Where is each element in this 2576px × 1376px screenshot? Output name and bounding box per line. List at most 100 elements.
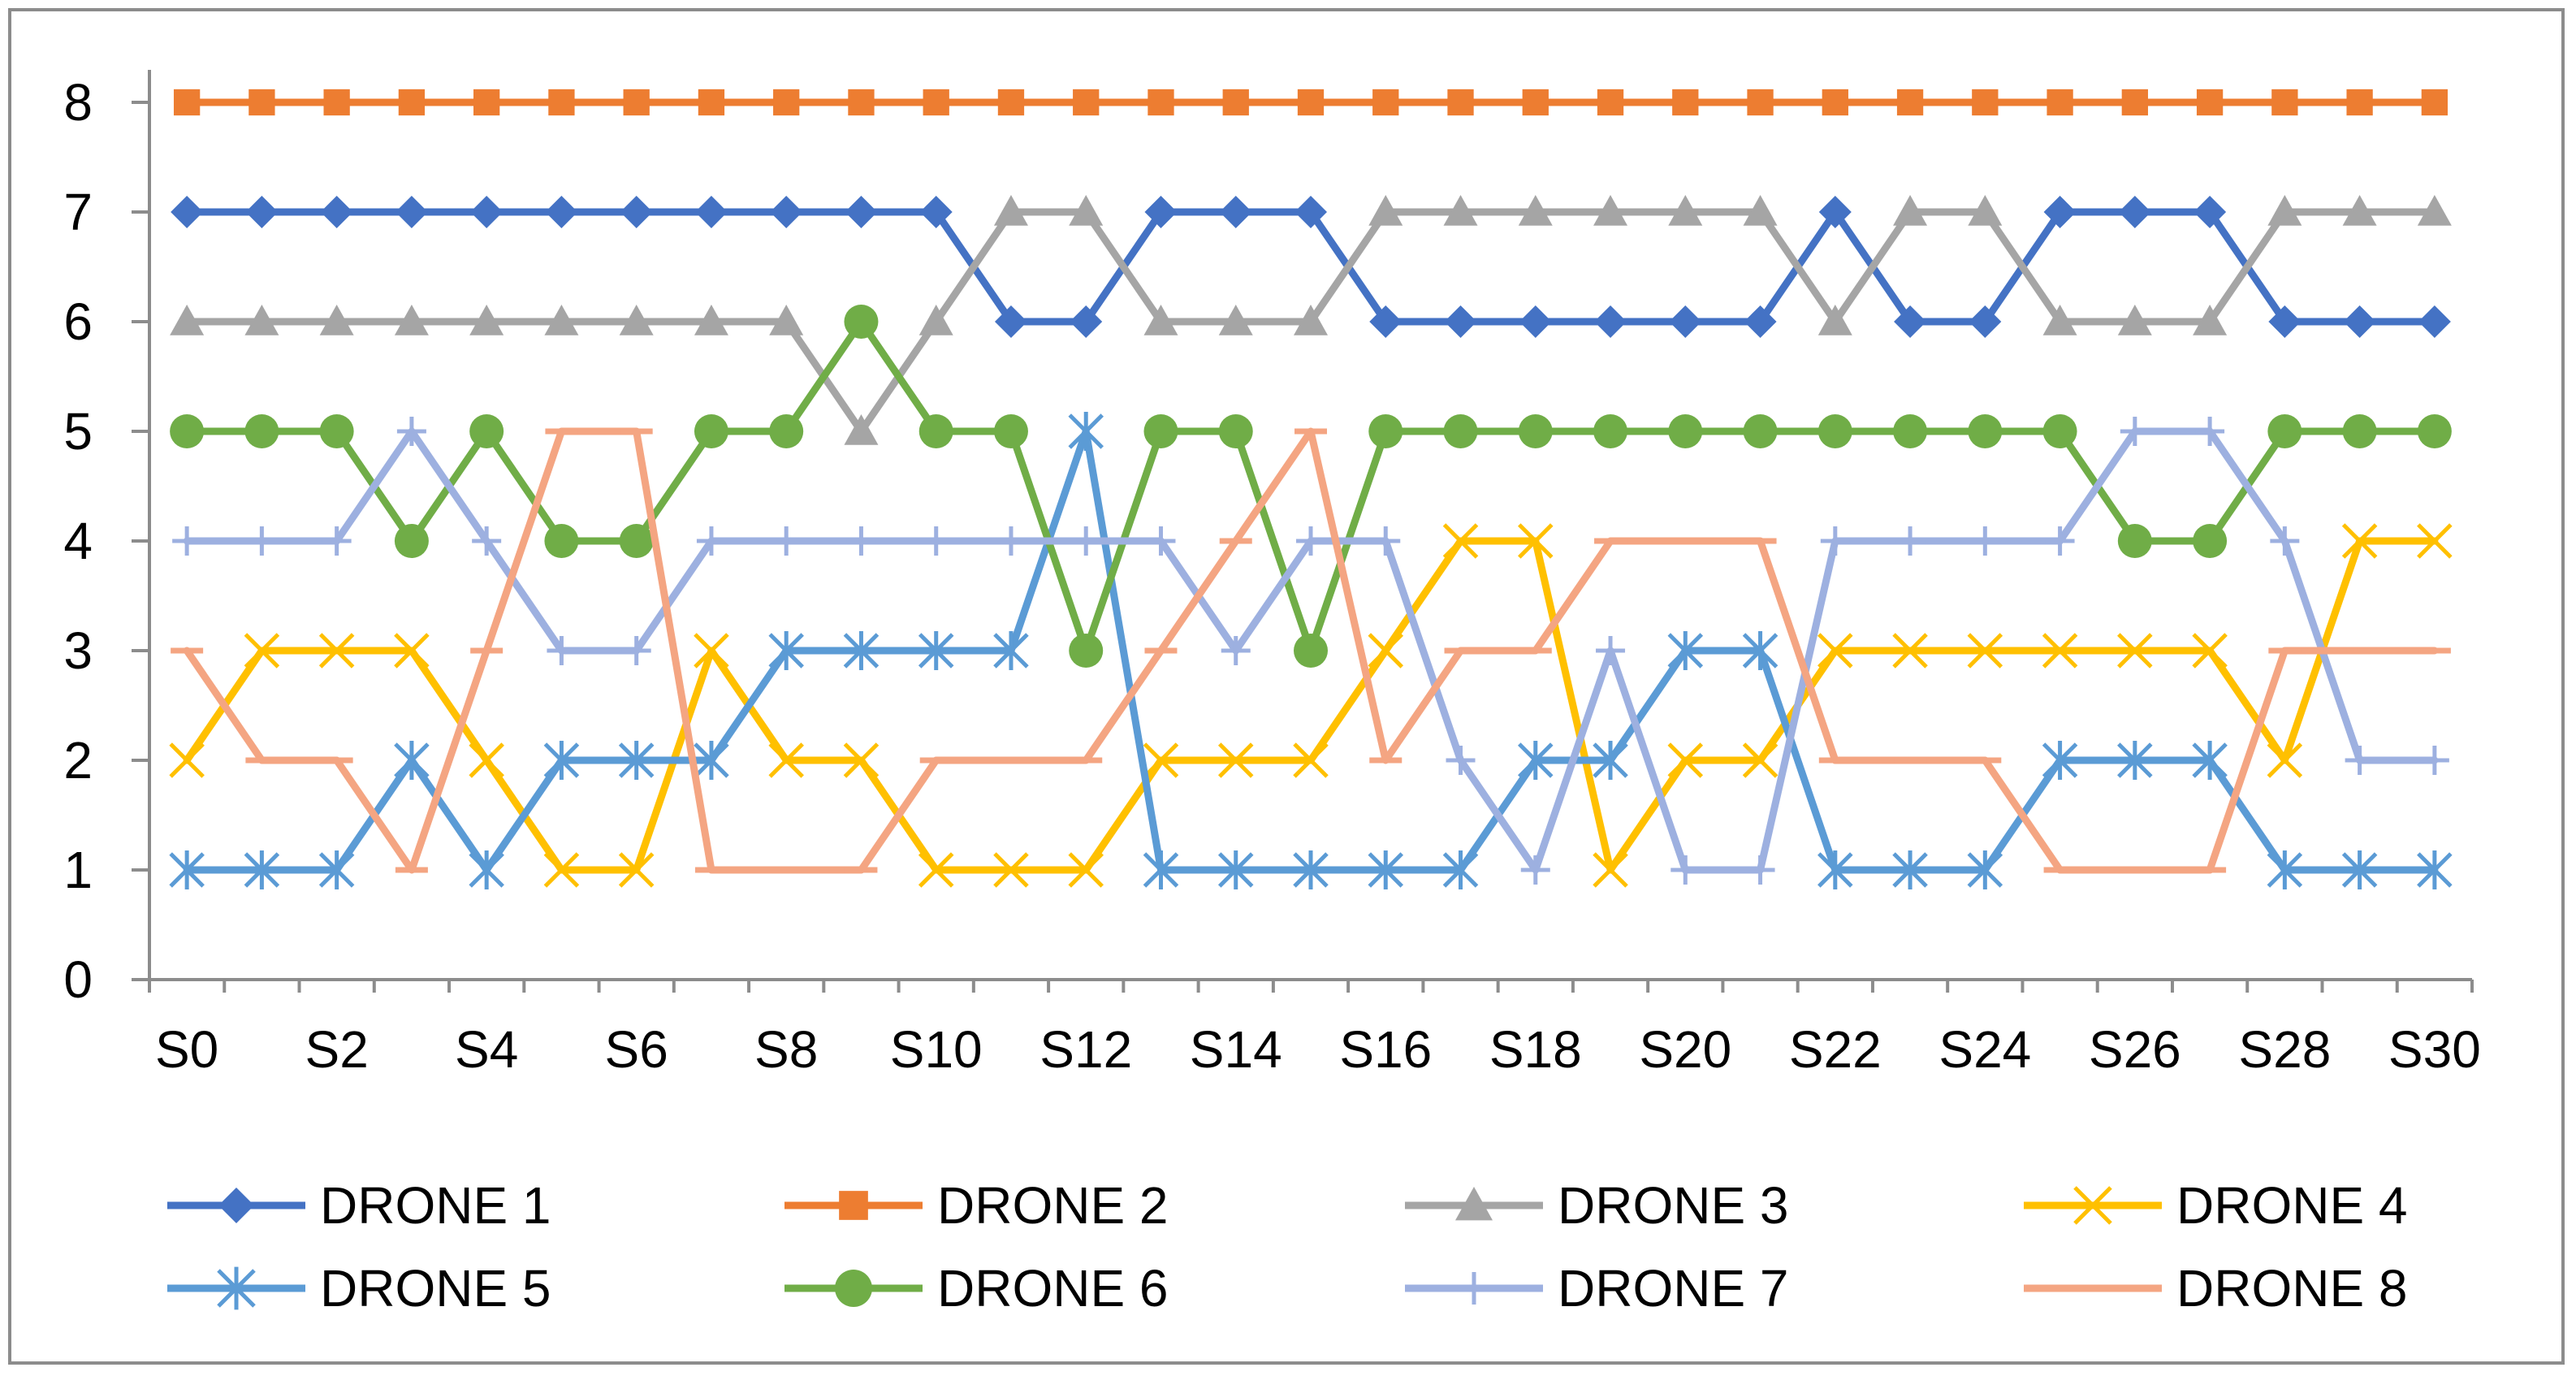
data-point xyxy=(1671,855,1701,885)
data-point xyxy=(473,89,500,116)
data-point xyxy=(1297,89,1325,116)
legend-label: DRONE 4 xyxy=(2176,1176,2408,1235)
data-point xyxy=(2045,526,2075,556)
data-point xyxy=(2418,305,2451,338)
legend-item: DRONE 4 xyxy=(2024,1176,2408,1235)
data-point xyxy=(545,196,578,228)
data-point xyxy=(2117,741,2153,780)
data-point xyxy=(1068,852,1104,888)
data-point xyxy=(2345,746,2375,775)
data-point xyxy=(395,196,428,228)
marker-stroke xyxy=(843,742,880,778)
data-point xyxy=(2043,196,2077,228)
data-point xyxy=(993,631,1029,670)
data-point xyxy=(1369,305,1403,338)
marker-stroke xyxy=(1368,633,1404,669)
data-point xyxy=(993,414,1028,448)
legend-marker xyxy=(217,1266,256,1310)
data-point xyxy=(1143,850,1179,889)
data-point xyxy=(1822,89,1848,116)
data-point xyxy=(2117,524,2152,558)
marker-stroke xyxy=(543,852,580,888)
x-tick-label: S6 xyxy=(605,1020,668,1079)
legend-item: DRONE 5 xyxy=(167,1259,551,1318)
marker-stroke xyxy=(694,633,729,669)
data-point xyxy=(2271,89,2298,116)
data-point xyxy=(1969,305,2002,338)
series-drone-5 xyxy=(169,412,2453,889)
data-point xyxy=(769,305,804,335)
series-drone-3 xyxy=(170,195,2452,445)
data-point xyxy=(921,526,951,556)
x-tick-label: S26 xyxy=(2089,1020,2181,1079)
data-point xyxy=(1443,195,1478,226)
marker-stroke xyxy=(1068,852,1104,888)
data-point xyxy=(994,305,1027,338)
data-point xyxy=(1519,305,1552,338)
data-point xyxy=(918,414,953,448)
data-point xyxy=(698,89,725,116)
data-point xyxy=(1293,742,1329,778)
data-point xyxy=(319,305,354,335)
data-point xyxy=(1895,526,1926,556)
data-point xyxy=(1221,636,1251,665)
data-point xyxy=(1518,741,1554,780)
data-point xyxy=(1446,746,1476,775)
marker-stroke xyxy=(469,742,504,778)
data-point xyxy=(1146,526,1176,556)
data-point xyxy=(394,524,429,558)
data-point xyxy=(923,89,949,116)
y-tick-label: 4 xyxy=(63,512,93,570)
data-point xyxy=(244,414,279,448)
data-point xyxy=(1893,195,1928,226)
series-layer xyxy=(169,89,2453,889)
data-point xyxy=(1217,742,1254,778)
legend: DRONE 1 DRONE 2 DRONE 3 DRONE 4 DRONE 5 DRONE… xyxy=(167,1176,2408,1318)
data-point xyxy=(469,414,504,448)
x-tick-label: S12 xyxy=(1039,1020,1132,1079)
data-point xyxy=(1817,414,1852,448)
data-point xyxy=(2270,526,2300,556)
data-point xyxy=(768,631,804,670)
marker-stroke xyxy=(1667,742,1704,778)
x-tick-label: S2 xyxy=(305,1020,369,1079)
data-point xyxy=(469,850,504,889)
axes: 0 1 2 3 4 5 6 7 8 S0 S2 S4 S6 S8 S10 S12 S14 S16 S18 S20 S22… xyxy=(63,70,2481,1079)
data-point xyxy=(544,524,579,558)
legend-item: DRONE 1 xyxy=(167,1176,551,1235)
data-point xyxy=(244,305,279,335)
data-point xyxy=(394,741,430,780)
x-tick-label: S28 xyxy=(2238,1020,2331,1079)
data-point xyxy=(2268,305,2302,338)
data-point xyxy=(394,305,429,335)
data-point xyxy=(469,305,504,335)
marker-stroke xyxy=(244,633,280,669)
data-point xyxy=(2421,89,2448,116)
data-point xyxy=(2419,746,2449,775)
legend-marker xyxy=(218,1188,254,1223)
marker-stroke xyxy=(2117,633,2153,669)
data-point xyxy=(1293,850,1329,889)
data-point xyxy=(1742,742,1779,778)
data-point xyxy=(1222,89,1249,116)
data-point xyxy=(1593,414,1628,448)
legend-label: DRONE 3 xyxy=(1558,1176,1789,1235)
data-point xyxy=(544,305,579,335)
data-point xyxy=(470,196,504,228)
data-point xyxy=(2192,633,2228,669)
data-point xyxy=(619,524,654,558)
marker-stroke xyxy=(2073,1186,2112,1225)
data-point xyxy=(1968,414,2003,448)
data-point xyxy=(1522,89,1549,116)
data-point xyxy=(1742,631,1779,670)
data-point xyxy=(1442,850,1479,889)
data-point xyxy=(1668,195,1703,226)
data-point xyxy=(1143,414,1178,448)
data-point xyxy=(1068,412,1104,451)
data-point xyxy=(1294,634,1328,668)
legend-label: DRONE 1 xyxy=(320,1176,551,1235)
data-point xyxy=(1368,633,1404,669)
line-chart: 0 1 2 3 4 5 6 7 8 S0 S2 S4 S6 S8 S10 S12 S14 S16 S18 S20 S22… xyxy=(63,70,2481,1318)
marker-stroke xyxy=(1518,523,1554,559)
data-point xyxy=(1368,850,1404,889)
